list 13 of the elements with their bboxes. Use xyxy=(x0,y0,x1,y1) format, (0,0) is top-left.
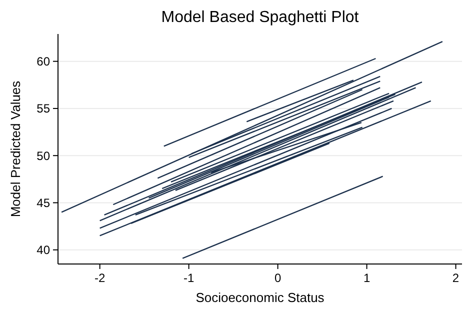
x-tick-label: 1 xyxy=(363,271,370,285)
y-axis-title: Model Predicted Values xyxy=(8,80,23,218)
x-tick-label: 0 xyxy=(274,271,282,285)
y-tick-label: 50 xyxy=(36,148,50,163)
y-tick-label: 55 xyxy=(36,102,50,116)
chart-title: Model Based Spaghetti Plot xyxy=(161,9,360,26)
y-tick-label: 60 xyxy=(36,54,50,69)
y-tick-label: 40 xyxy=(36,243,50,258)
x-axis-title: Socioeconomic Status xyxy=(196,290,325,305)
x-tick-label: -2 xyxy=(94,271,106,285)
y-tick-label: 45 xyxy=(36,196,50,210)
x-tick-label: -1 xyxy=(183,271,194,285)
x-tick-label: 2 xyxy=(452,271,460,285)
